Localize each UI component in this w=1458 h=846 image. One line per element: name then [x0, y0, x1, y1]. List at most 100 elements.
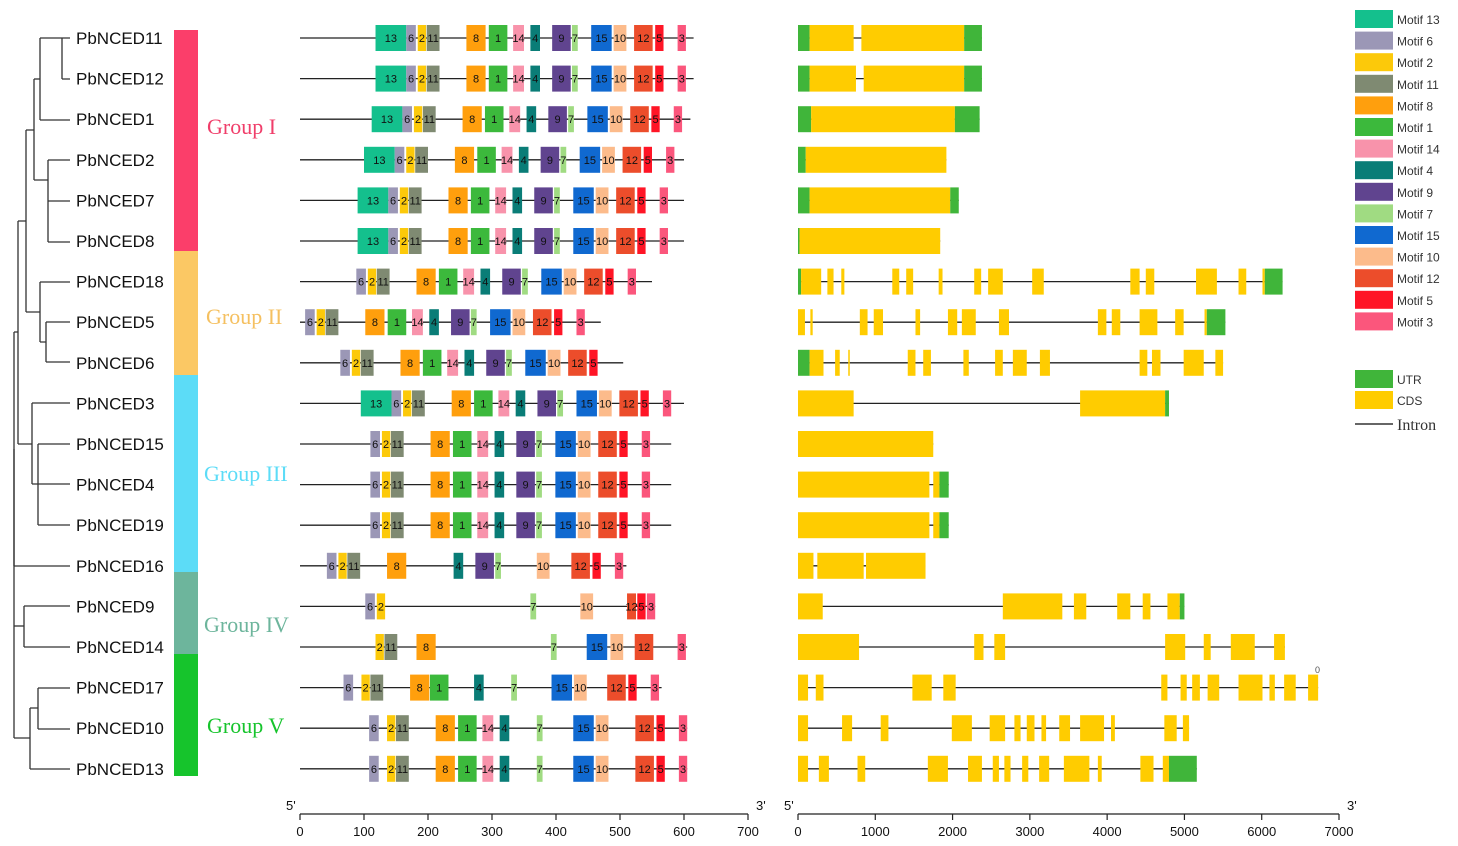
- motif-box: [474, 390, 493, 417]
- cds-block: [861, 25, 965, 51]
- motif-box: [554, 187, 560, 214]
- motif-box: [613, 65, 627, 92]
- motif-number: 8: [437, 520, 443, 532]
- legend-item: Intron: [1355, 417, 1436, 434]
- motif-number: 8: [437, 439, 443, 451]
- axis-tick-label: 2000: [938, 824, 967, 839]
- cds-block: [1151, 349, 1161, 376]
- motif-box: [637, 187, 646, 214]
- motif-number: 1: [483, 155, 489, 167]
- motif-box: [406, 65, 416, 92]
- axis-tick-label: 700: [737, 824, 759, 839]
- motif-number: 2: [363, 683, 369, 695]
- axis-tick-label: 3000: [1015, 824, 1044, 839]
- motif-track: 6 2 11 8 1 14 4 9 7 15 10 12 5 3: [300, 512, 672, 539]
- motif-box: [656, 715, 665, 742]
- motif-number: 3: [578, 317, 584, 329]
- motif-box: [554, 309, 563, 336]
- motif-box: [412, 309, 423, 336]
- cds-block: [842, 715, 853, 742]
- gene-structure-track: [798, 390, 1169, 417]
- motif-box: [369, 715, 379, 742]
- legend-item: Motif 4: [1355, 161, 1433, 180]
- motif-box: [595, 755, 609, 782]
- motif-number: 5: [638, 601, 644, 613]
- cds-block: [1207, 674, 1220, 701]
- motif-number: 12: [623, 398, 635, 410]
- motif-box: [516, 471, 535, 498]
- motif-number: 10: [596, 723, 608, 735]
- axis-end-5: 5': [784, 798, 794, 813]
- utr-block: [964, 25, 982, 51]
- motif-number: 11: [427, 33, 438, 45]
- motif-box: [656, 755, 665, 782]
- motif-box: [360, 390, 392, 417]
- motif-number: 11: [361, 358, 372, 370]
- axis-tick-label: 0: [794, 824, 801, 839]
- motif-number: 8: [437, 480, 443, 492]
- motif-number: 15: [595, 74, 607, 86]
- gene-structure-track: [798, 65, 982, 92]
- motif-box: [338, 552, 347, 579]
- gene-label: PbNCED13: [76, 760, 164, 779]
- motif-number: 3: [675, 114, 681, 126]
- motif-number: 8: [423, 277, 429, 289]
- motif-box: [659, 187, 668, 214]
- motif-number: 1: [464, 723, 470, 735]
- motif-box: [518, 146, 529, 173]
- cds-block: [798, 471, 930, 498]
- motif-track: 6 2 11 8 1 14 4 9 7 15 10 12 5 3: [300, 309, 601, 336]
- gene-label: PbNCED7: [76, 191, 154, 210]
- motif-box: [643, 146, 652, 173]
- cds-block: [998, 309, 1009, 336]
- cds-block: [1183, 349, 1204, 376]
- motif-box: [506, 349, 512, 376]
- legend-swatch: [1355, 370, 1393, 388]
- motif-number: 7: [530, 601, 536, 613]
- motif-box: [579, 146, 601, 173]
- motif-box: [598, 471, 617, 498]
- motif-box: [429, 674, 449, 701]
- motif-number: 7: [572, 74, 578, 86]
- gene-label: PbNCED9: [76, 597, 154, 616]
- legend: Motif 13 Motif 6 Motif 2 Motif 11 Motif 8 Mot…: [1355, 10, 1440, 434]
- motif-box: [435, 715, 455, 742]
- legend-swatch: [1355, 74, 1393, 93]
- motif-box: [513, 25, 524, 51]
- cds-block: [974, 268, 982, 295]
- motif-box: [484, 106, 504, 133]
- cds-block: [988, 268, 1003, 295]
- motif-number: 1: [491, 114, 497, 126]
- motif-box: [512, 187, 523, 214]
- motif-number: 14: [482, 764, 494, 776]
- utr-block: [1264, 268, 1283, 295]
- legend-item: Motif 10: [1355, 247, 1440, 266]
- utr-block: [798, 349, 810, 376]
- utr-block: [1165, 390, 1169, 417]
- motif-box: [495, 552, 501, 579]
- axis-tick-label: 7000: [1325, 824, 1354, 839]
- cds-block: [1032, 268, 1044, 295]
- motif-number: 9: [555, 114, 561, 126]
- motif-number: 5: [645, 155, 651, 167]
- motif-track: 6 2 11 8 1 14 4 7 15 10 12 5 3: [300, 715, 688, 742]
- cds-block: [873, 309, 884, 336]
- motif-box: [637, 593, 646, 620]
- motif-box: [466, 25, 486, 51]
- motif-box: [536, 512, 542, 539]
- motif-box: [448, 187, 468, 214]
- motif-box: [367, 268, 377, 295]
- motif-box: [343, 674, 354, 701]
- motif-box: [474, 674, 484, 701]
- motif-box: [598, 390, 612, 417]
- motif-box: [536, 755, 543, 782]
- motif-number: 1: [436, 683, 442, 695]
- cds-block: [1097, 309, 1107, 336]
- motif-box: [413, 106, 423, 133]
- legend-label: CDS: [1397, 394, 1422, 408]
- utr-block: [1206, 309, 1226, 336]
- motif-box: [634, 25, 653, 51]
- motif-box: [396, 755, 409, 782]
- motif-box: [530, 25, 540, 51]
- motif-box: [536, 715, 543, 742]
